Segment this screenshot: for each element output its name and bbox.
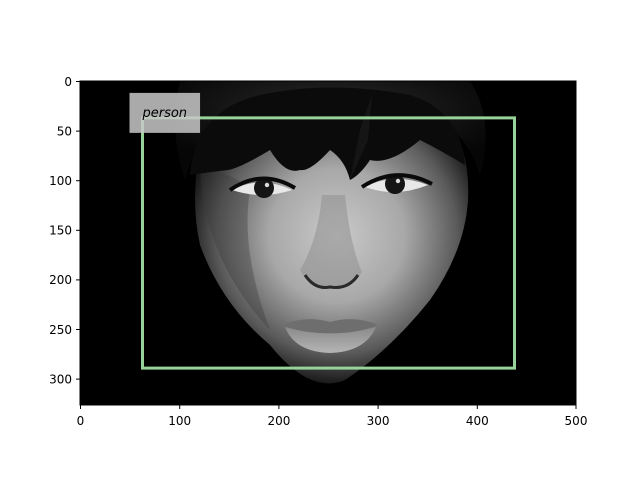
- y-tick-label: 100: [49, 174, 72, 188]
- axes-frame: [79, 80, 577, 406]
- y-axis: 0 50 100 150 200 250 300: [49, 75, 80, 387]
- detection-label: person: [141, 106, 187, 121]
- detection: person: [129, 92, 516, 370]
- y-tick-label: 200: [49, 273, 72, 287]
- y-tick-label: 250: [49, 323, 72, 337]
- y-tick-label: 300: [49, 373, 72, 387]
- x-axis: 0 100 200 300 400 500: [77, 405, 588, 428]
- bounding-box: [140, 116, 516, 370]
- x-tick-label: 200: [267, 414, 290, 428]
- lips: [283, 319, 378, 353]
- nose: [300, 195, 362, 289]
- bangs: [190, 87, 465, 180]
- label-background: [129, 92, 201, 133]
- x-tick-label: 0: [77, 414, 85, 428]
- right-eye: [360, 173, 433, 194]
- x-tick-label: 300: [367, 414, 390, 428]
- x-tick-label: 500: [565, 414, 588, 428]
- y-tick-label: 50: [57, 125, 72, 139]
- y-tick-label: 150: [49, 224, 72, 238]
- x-tick-label: 400: [466, 414, 489, 428]
- photo: [80, 81, 576, 405]
- left-eye: [228, 176, 297, 198]
- x-tick-label: 100: [168, 414, 191, 428]
- y-tick-label: 0: [64, 75, 72, 89]
